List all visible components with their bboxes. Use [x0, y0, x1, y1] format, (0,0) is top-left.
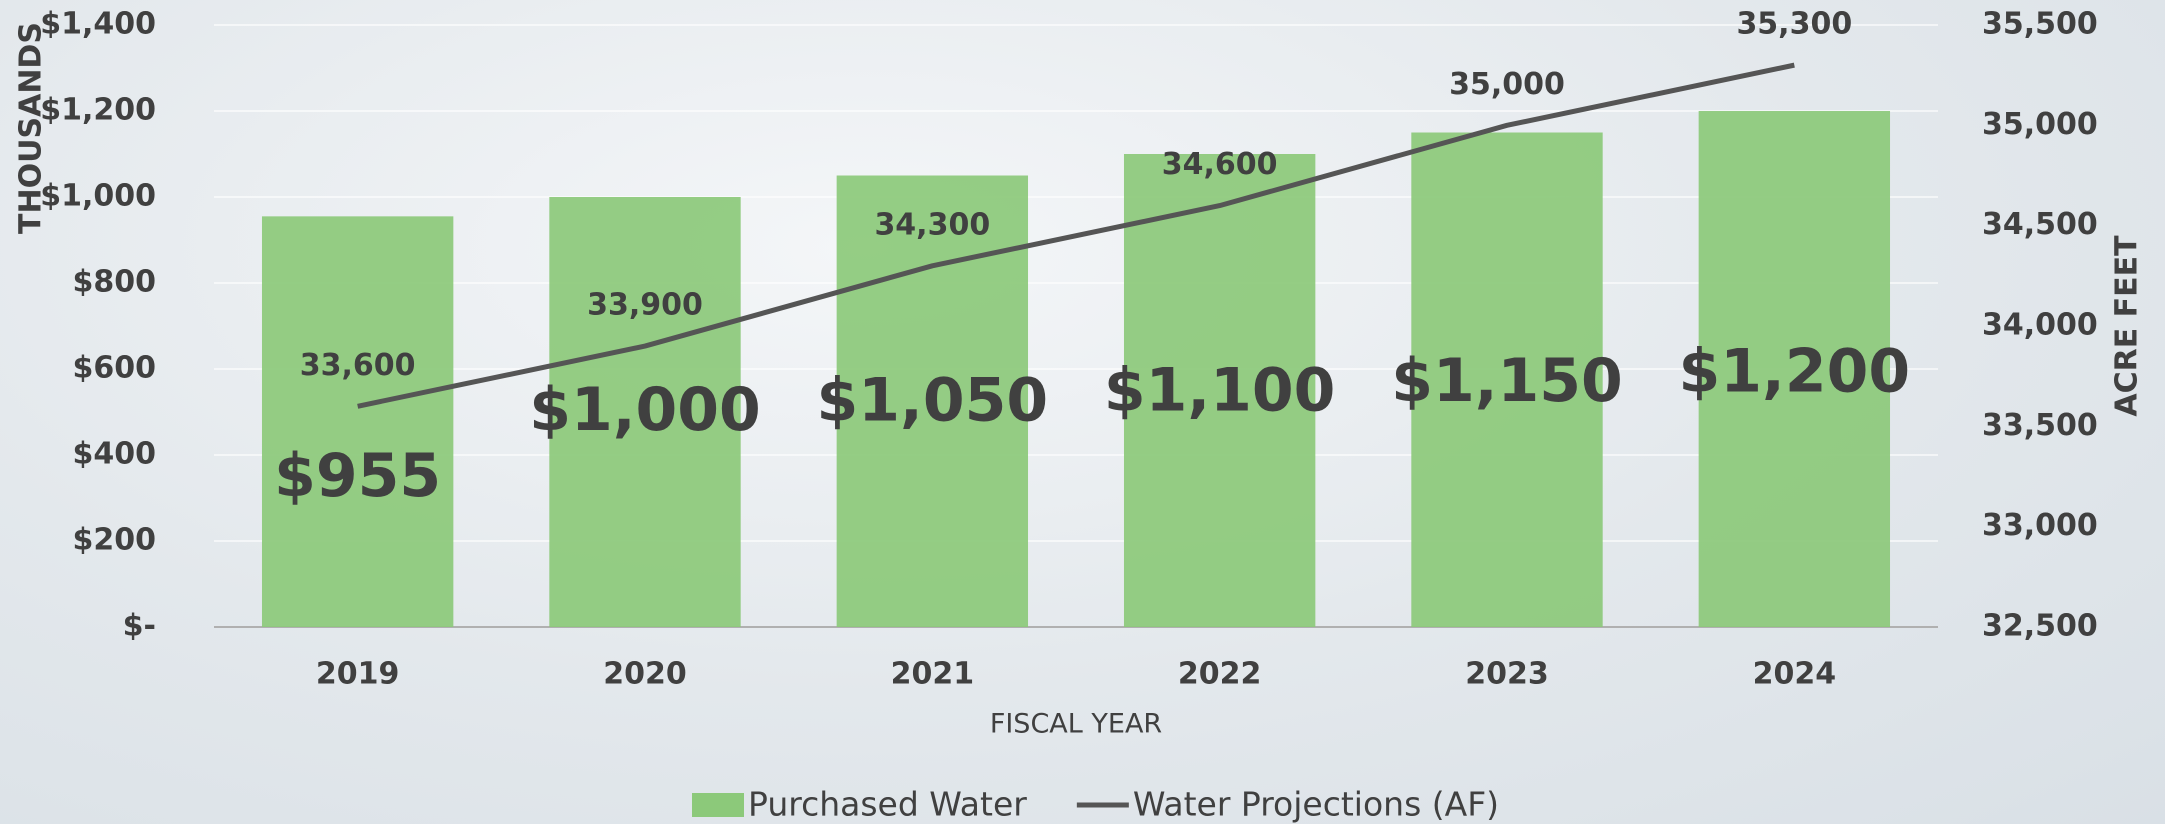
bar-value-label: $1,050: [817, 365, 1049, 435]
legend-label: Water Projections (AF): [1133, 785, 1499, 824]
y2-tick-label: 35,000: [1982, 107, 2098, 142]
bar: [261, 216, 454, 627]
bar-value-label: $1,100: [1104, 356, 1336, 426]
y-tick-label: $600: [73, 351, 157, 386]
line-value-label: 34,600: [1162, 147, 1278, 182]
y-tick-label: $400: [73, 437, 157, 472]
y-tick-label: $1,000: [40, 179, 156, 214]
bar-value-label: $955: [274, 441, 441, 511]
legend-swatch: [692, 793, 744, 817]
y2-tick-label: 34,500: [1982, 207, 2098, 242]
y2-tick-label: 35,500: [1982, 7, 2098, 42]
y-tick-label: $1,400: [40, 7, 156, 42]
y-tick-label: $200: [73, 523, 157, 558]
y2-tick-label: 32,500: [1982, 609, 2098, 644]
line-value-label: 33,900: [587, 288, 703, 323]
bar: [549, 197, 741, 627]
x-tick-label: 2024: [1753, 657, 1837, 692]
x-tick-label: 2020: [603, 657, 687, 692]
line-value-label: 33,600: [300, 348, 416, 383]
y2-tick-label: 33,500: [1982, 408, 2098, 443]
x-tick-label: 2021: [891, 657, 975, 692]
x-tick-label: 2019: [316, 657, 400, 692]
y2-tick-label: 34,000: [1982, 308, 2098, 343]
line: [357, 62, 1795, 409]
y2-tick-label: 33,000: [1982, 508, 2098, 543]
bar-value-label: $1,150: [1391, 346, 1623, 416]
y-axis-title: THOUSANDS: [14, 22, 49, 234]
y-tick-label: $1,200: [40, 93, 156, 128]
x-tick-label: 2022: [1178, 657, 1262, 692]
x-axis-title: FISCAL YEAR: [990, 709, 1162, 740]
bar: [1698, 111, 1891, 627]
bar: [1411, 132, 1603, 627]
line-value-label: 34,300: [874, 207, 990, 242]
bar-value-label: $1,000: [529, 375, 761, 445]
line-value-label: 35,000: [1449, 67, 1565, 102]
x-tick-label: 2023: [1465, 657, 1549, 692]
y-tick-label: $-: [123, 609, 156, 644]
line-value-label: 35,300: [1736, 7, 1852, 42]
y-tick-label: $800: [73, 265, 157, 300]
legend-label: Purchased Water: [748, 785, 1027, 824]
bar-value-label: $1,200: [1679, 336, 1911, 406]
y2-axis-title: ACRE FEET: [2110, 235, 2145, 417]
bar: [1123, 154, 1316, 627]
